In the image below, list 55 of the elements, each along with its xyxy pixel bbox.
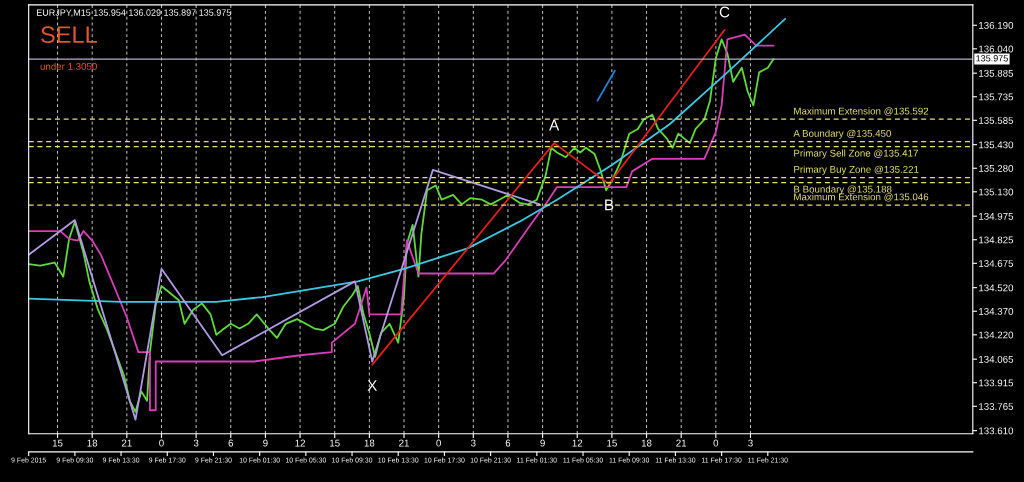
y-tick-label: 134.675 — [979, 260, 1014, 267]
y-tick-label: 134.975 — [979, 212, 1014, 220]
x-tick-label: 0 — [436, 439, 441, 447]
y-tick-label: 134.370 — [979, 307, 1014, 315]
y-tick-label: 134.825 — [979, 236, 1014, 244]
chart-title: EURJPY,M15 135.954 136.029 135.897 135.975 — [36, 9, 231, 17]
ref-line-label: 135.975 — [976, 55, 1008, 62]
y-tick-label: 134.065 — [979, 355, 1014, 363]
line-series — [371, 29, 726, 366]
annotation: B — [605, 199, 614, 211]
annotation: SELL — [41, 26, 97, 44]
x-tick-label: 21 — [676, 439, 687, 447]
x-tick-label: 6 — [228, 439, 234, 447]
y-tick-label: 135.735 — [979, 93, 1014, 101]
x-tick-label: 3 — [748, 439, 753, 447]
x-tick-label: 15 — [330, 439, 340, 447]
x-tick-label: 21 — [399, 439, 409, 447]
y-tick-label: 133.915 — [979, 379, 1014, 387]
y-tick-label: 135.885 — [979, 69, 1014, 77]
y-tick-label: 135.430 — [979, 141, 1014, 149]
ref-line-label: Primary Sell Zone @135.417 — [794, 149, 918, 159]
ref-line-label: A Boundary @135.450 — [793, 129, 892, 139]
annotation: X — [367, 380, 378, 391]
annotation: A — [549, 119, 560, 131]
annotation: C — [719, 6, 730, 18]
x-tick-label: 18 — [364, 439, 375, 447]
x-tick-label: 9 — [540, 439, 545, 447]
y-tick-label: 135.280 — [979, 164, 1014, 172]
x-tick-label: 3 — [470, 439, 476, 447]
x-tick-label: 12 — [295, 439, 305, 447]
y-tick-label: 133.765 — [979, 403, 1014, 410]
x-tick-label: 15 — [52, 439, 63, 447]
y-tick-label: 134.520 — [979, 284, 1014, 292]
x-tick-label: 0 — [159, 439, 164, 447]
x-tick-label: 18 — [641, 439, 652, 447]
line-series — [28, 18, 787, 303]
x-tick-label: 18 — [87, 439, 98, 447]
y-tick-label: 135.130 — [979, 188, 1014, 196]
x-tick-label: 6 — [505, 439, 511, 447]
x-tick-label: 9 — [263, 439, 268, 447]
x-tick-label: 21 — [121, 439, 132, 447]
x-tick-label: 15 — [607, 439, 617, 447]
annotation: under 1.3050 — [40, 62, 97, 70]
ref-line-label: Maximum Extension @135.592 — [794, 107, 929, 116]
ref-line-label: Maximum Extension @135.046 — [794, 193, 929, 202]
y-tick-label: 133.610 — [979, 427, 1014, 435]
x-tick-label: 3 — [193, 439, 199, 447]
y-tick-label: 136.040 — [979, 45, 1014, 53]
line-series — [28, 168, 541, 421]
y-tick-label: 135.585 — [979, 117, 1014, 124]
y-tick-label: 136.190 — [979, 21, 1014, 29]
ref-line-label: Primary Buy Zone @135.221 — [794, 165, 919, 175]
x-tick-label: 0 — [713, 439, 719, 447]
y-tick-label: 134.220 — [979, 331, 1014, 339]
x-tick-label: 12 — [572, 439, 583, 447]
